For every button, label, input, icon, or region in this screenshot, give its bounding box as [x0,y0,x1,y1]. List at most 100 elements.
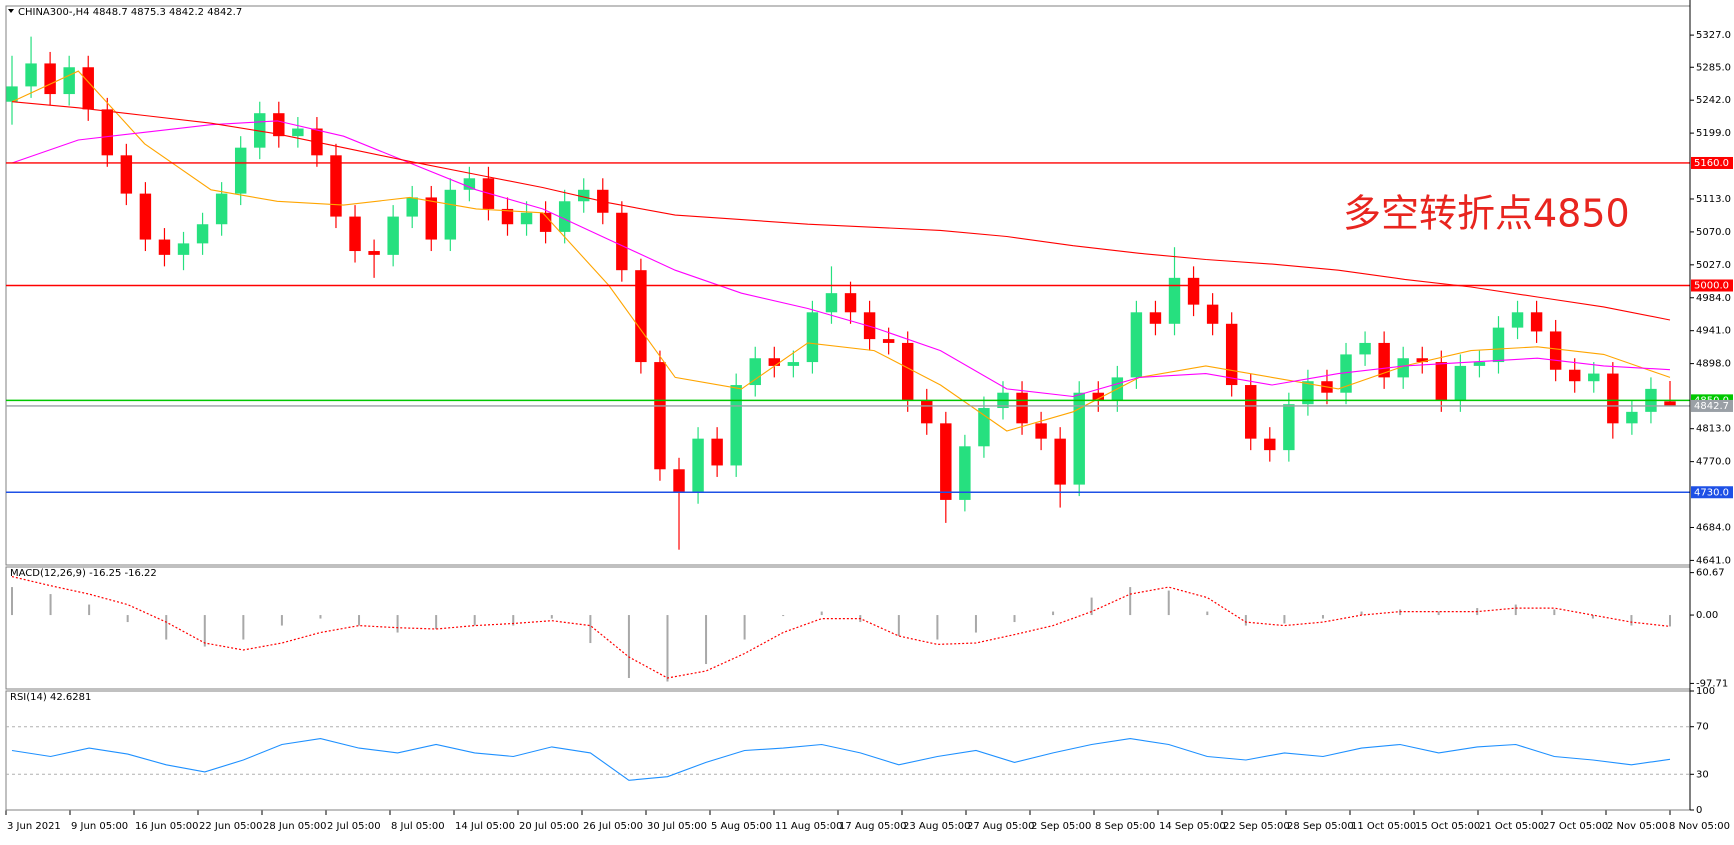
y-tick-label: 70 [1696,722,1709,733]
macd-bar [1283,615,1286,624]
macd-bar [1244,615,1247,626]
candle-body [330,155,342,217]
x-tick-label: 26 Jul 05:00 [583,821,643,832]
macd-bar [627,615,630,679]
macd-bar [1090,597,1093,616]
level-label: 5000.0 [1694,281,1729,292]
macd-bar [280,615,283,626]
candle-body [1149,312,1162,324]
x-tick-label: 2 Jul 05:00 [327,821,381,832]
macd-bar [1669,615,1671,627]
candle-body [654,362,666,470]
candle-body [1283,404,1295,451]
rsi-line [11,738,1671,781]
x-tick-label: 8 Jul 05:00 [391,821,445,832]
candle-body [254,113,266,148]
macd-bar [897,615,900,637]
candle-body [1073,392,1085,485]
macd-bar [1553,609,1556,616]
x-tick-label: 14 Jul 05:00 [455,821,515,832]
candle-body [1435,362,1448,401]
candle-body [158,239,171,255]
y-tick-label: 5199.0 [1696,128,1731,139]
macd-bar [1129,587,1132,616]
y-tick-label: 4984.0 [1696,293,1731,304]
y-tick-label: 4813.0 [1696,424,1731,435]
macd-bar [242,615,245,640]
candle-body [558,201,571,232]
candle-body [368,251,380,255]
x-tick-label: 3 Jun 2021 [7,821,61,832]
macd-bar [743,615,746,640]
candle-body [463,178,476,190]
candle-body [196,224,209,244]
y-tick-label: 4898.0 [1696,359,1731,370]
panel-title: CHINA300-,H4 4848.7 4875.3 4842.2 4842.7 [18,7,242,18]
x-tick-label: 5 Aug 05:00 [711,821,772,832]
x-tick-label: 27 Aug 05:00 [967,821,1034,832]
macd-bar [1321,615,1324,619]
macd-bar [88,604,91,616]
y-tick-label: -97.71 [1696,678,1728,689]
candle-body [1454,365,1467,401]
y-tick-label: 0 [1696,805,1702,816]
y-tick-label: 5285.0 [1696,62,1731,73]
x-tick-label: 2 Nov 05:00 [1607,821,1668,832]
macd-bar [820,611,823,616]
candle-body [1035,423,1047,439]
panel-title: RSI(14) 42.6281 [10,692,91,703]
candle-body [539,212,552,232]
candle-body [1378,342,1390,378]
candle-body [1359,342,1371,355]
candle-body [901,342,914,401]
x-tick-label: 28 Sep 05:00 [1287,821,1354,832]
y-tick-label: 5327.0 [1696,30,1731,41]
candle-body [1225,323,1238,386]
macd-bar [473,615,476,626]
candle-body [1302,381,1314,405]
y-tick-label: 30 [1696,769,1709,780]
x-tick-label: 2 Sep 05:00 [1031,821,1091,832]
macd-bar [1591,615,1594,619]
candle-body [425,197,437,240]
candle-body [101,109,114,156]
annotation: 多空转折点4850 [1343,192,1630,236]
y-tick-label: 0.00 [1696,610,1718,621]
macd-bar [49,594,52,616]
candle-body [1168,277,1181,324]
macd-bar [1630,615,1633,626]
candle-body [940,423,952,500]
level-label-box [1691,279,1733,292]
macd-bar [11,587,13,616]
level-label-box [1691,399,1733,412]
panel-title: MACD(12,26,9) -16.25 -16.22 [10,568,157,579]
x-tick-label: 8 Nov 05:00 [1669,821,1730,832]
candle-body [63,67,75,95]
candle-body [1416,358,1428,363]
candle-body [44,63,56,95]
macd-bar [126,615,129,623]
candle-body [578,189,590,202]
candle-body [501,208,514,225]
macd-bar [203,615,206,647]
candle-body [616,212,628,271]
macd-bar [589,615,592,644]
candle-body [692,438,704,493]
y-tick-label: 5113.0 [1696,194,1731,205]
x-tick-label: 8 Sep 05:00 [1095,821,1155,832]
macd-bar [358,615,361,626]
menu-arrow[interactable] [8,9,14,13]
candle-body [444,189,457,240]
macd-bar [782,615,785,617]
level-label: 4730.0 [1694,487,1729,498]
candle-body [1568,369,1581,382]
macd-bar [974,615,977,633]
x-tick-label: 23 Aug 05:00 [903,821,970,832]
candle-body [749,358,761,386]
candle-body [882,339,895,343]
candle-body [635,270,647,363]
y-tick-label: 4941.0 [1696,326,1731,337]
y-tick-label: 5242.0 [1696,95,1731,106]
